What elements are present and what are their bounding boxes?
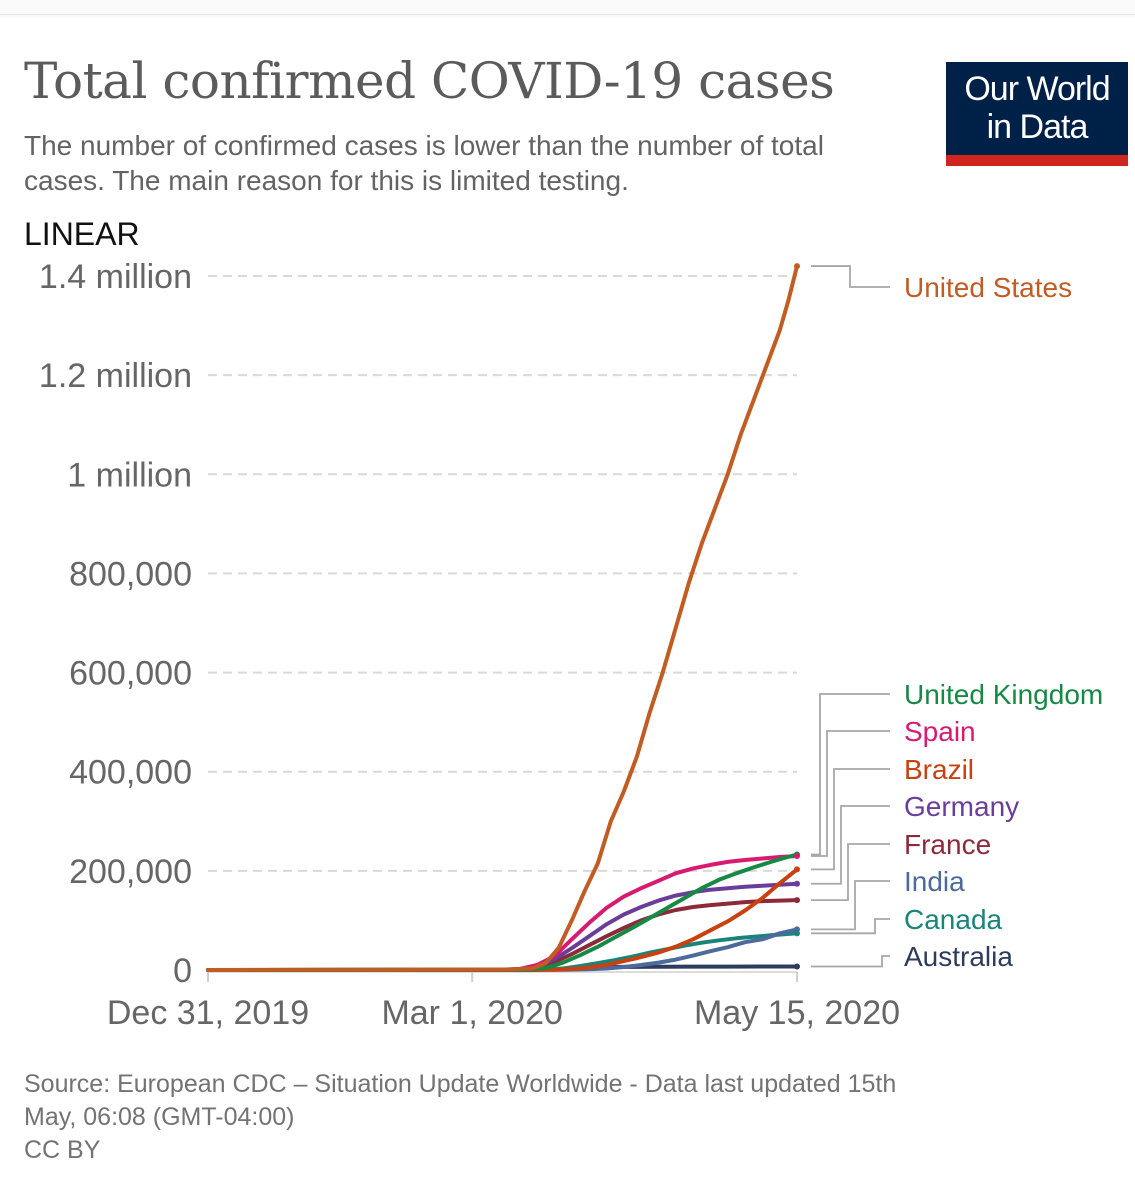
source-line-2: May, 06:08 (GMT-04:00) [24,1103,295,1131]
y-tick-label: 200,000 [69,853,192,891]
series-end-point [794,263,800,270]
source-line-1: Source: European CDC – Situation Update … [24,1070,897,1098]
y-tick-label: 800,000 [69,555,192,593]
label-connector [811,955,890,968]
y-tick-label: 0 [173,952,192,990]
logo-accent-bar [946,155,1128,166]
y-tick-label: 600,000 [69,655,192,693]
gridlines [208,275,797,872]
series-label-united-states: United States [904,272,1072,303]
label-connector [811,768,890,871]
label-connector [811,693,890,856]
series-lines [206,263,800,972]
label-connector [811,880,890,931]
series-end-point [794,930,800,937]
x-axis: Dec 31, 2019 Mar 1, 2020 May 15, 2020 [107,971,900,1032]
series-end-point [794,866,800,873]
series-label-united-kingdom: United Kingdom [904,679,1103,710]
series-line-united-states [206,264,799,972]
logo-text: Our World in Data [946,70,1128,146]
x-tick-label: Dec 31, 2019 [107,994,309,1032]
series-end-point [794,963,800,970]
logo-line-2: in Data [986,108,1089,146]
y-tick-label: 1.4 million [39,258,192,296]
series-label-france: France [904,829,991,860]
series-label-spain: Spain [904,716,976,747]
series-label-canada: Canada [904,904,1003,935]
y-axis-ticks: 0 200,000 400,000 600,000 800,000 1 million 1.… [39,258,192,990]
x-tick-label: Mar 1, 2020 [381,994,562,1032]
label-connector [811,265,890,288]
label-connector [811,918,890,935]
series-end-point [794,880,800,887]
series-end-point [794,897,800,904]
series-label-australia: Australia [904,941,1013,972]
scale-toggle-linear[interactable]: LINEAR [24,216,140,252]
owid-logo[interactable]: Our World in Data [946,62,1128,166]
label-connector [811,805,890,885]
label-connectors [811,265,890,968]
license[interactable]: CC BY [24,1136,101,1164]
logo-line-1: Our World [964,70,1110,108]
chart-subtitle: The number of confirmed cases is lower t… [24,130,824,196]
series-line-germany [206,881,799,972]
label-connector [811,843,890,902]
series-labels: United States United Kingdom Spain Brazil Ge… [904,272,1103,972]
series-line-united-kingdom [206,852,799,972]
series-line-india [206,927,799,972]
x-tick-label: May 15, 2020 [694,994,900,1032]
y-tick-label: 1.2 million [39,357,192,395]
series-label-brazil: Brazil [904,754,974,785]
series-label-germany: Germany [904,791,1019,822]
top-bar [0,0,1135,15]
y-tick-label: 1 million [67,456,192,494]
series-line-brazil [206,867,799,972]
chart-footer: Source: European CDC – Situation Update … [24,1068,1104,1167]
label-connector [811,730,890,857]
series-end-point [794,852,800,859]
y-tick-label: 400,000 [69,754,192,792]
chart-title: Total confirmed COVID-19 cases [24,52,835,110]
series-line-france [206,898,799,972]
series-label-india: India [904,866,965,897]
